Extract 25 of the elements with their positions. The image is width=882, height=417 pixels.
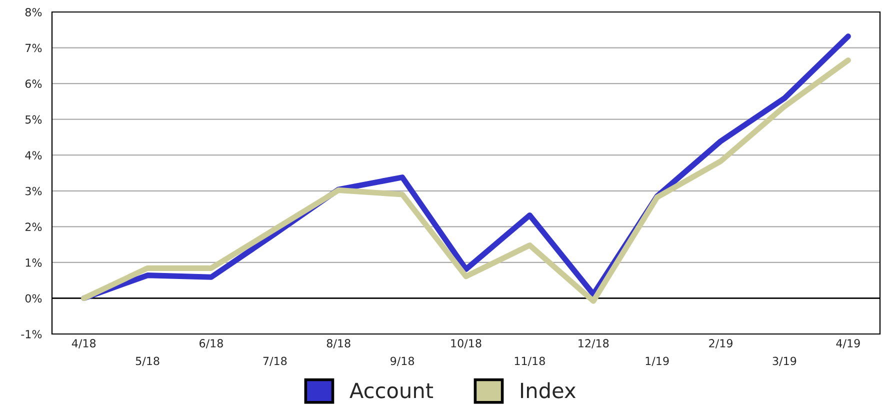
y-tick-label: 3% [26,186,42,196]
x-tick-label: 1/19 [646,356,669,366]
y-tick-label: 5% [26,115,42,124]
x-tick-label: 8/18 [326,339,350,348]
x-tick-label: 3/19 [772,356,796,366]
y-tick-label: 8% [25,8,42,16]
x-tick-label: 5/18 [136,356,160,366]
x-tick-label: 11/18 [514,356,545,366]
x-tick-label: 4/18 [72,339,96,348]
legend-label: Index [521,382,576,398]
y-tick-label: 4% [25,151,42,160]
y-tick-label: 0% [25,294,42,303]
y-tick-label: 6% [25,80,42,88]
x-tick-label: 12/18 [578,339,609,348]
x-tick-label: 6/18 [200,339,223,348]
y-tick-label: 1% [26,258,42,267]
legend-label: Account [350,382,434,398]
x-tick-label: 4/19 [836,339,860,348]
x-tick-label: 7/18 [263,356,287,366]
x-tick-label: 9/18 [390,356,414,366]
x-tick-label: 10/18 [451,339,482,348]
y-tick-label: 7% [26,44,42,52]
y-tick-label: 2% [25,222,42,232]
x-tick-label: 2/19 [709,339,732,348]
y-tick-label: -1% [21,330,42,338]
